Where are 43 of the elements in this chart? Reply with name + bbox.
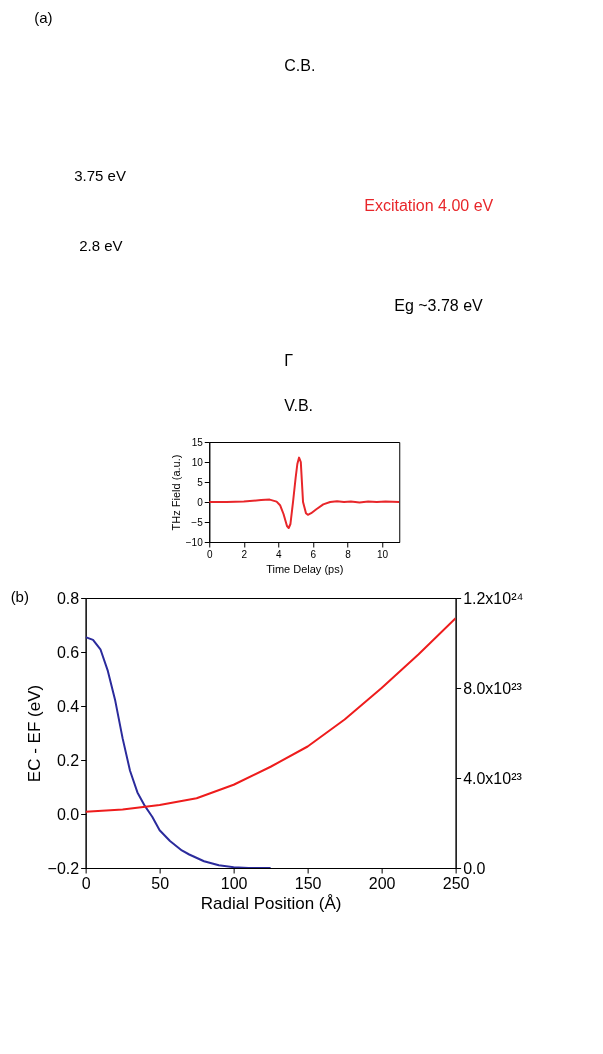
text: Excitation 4.00 eV <box>364 197 494 214</box>
x-tick-label: 250 <box>442 874 470 892</box>
y-tick-label: 0.2 <box>56 751 80 769</box>
y2-tick-label: 4.0x10²³ <box>463 769 523 787</box>
y-tick-label: −5 <box>191 516 204 528</box>
text: Γ <box>284 352 294 369</box>
text: V.B. <box>284 397 314 414</box>
x-tick-label: 150 <box>294 874 322 892</box>
x-tick-label: 8 <box>345 548 352 560</box>
y-tick-label: 0.4 <box>56 697 80 715</box>
x-axis-title: Radial Position (Å) <box>200 893 342 913</box>
x-tick-label: 6 <box>310 548 317 560</box>
y2-tick-label: 1.2x10²⁴ <box>463 589 524 607</box>
y-axis-title: THz Field (a.u.) <box>169 454 182 531</box>
x-tick-label: 200 <box>368 874 396 892</box>
x-tick-label: 4 <box>276 548 283 560</box>
x-tick-label: 10 <box>376 548 389 560</box>
line-series <box>209 456 400 529</box>
x-tick-label: 0 <box>206 548 213 560</box>
text: 2.8 eV <box>79 237 123 254</box>
x-axis-title: Time Delay (ps) <box>266 562 344 575</box>
x-tick-label: 100 <box>220 874 248 892</box>
y-tick-label: 0.0 <box>56 805 80 823</box>
y-tick-label: −10 <box>185 536 204 548</box>
x-tick-label: 0 <box>81 874 91 892</box>
text: (a) <box>34 9 53 26</box>
x-tick-label: 2 <box>241 548 248 560</box>
text: 3.75 eV <box>74 167 126 184</box>
text: C.B. <box>284 57 316 74</box>
y-tick-label: 10 <box>191 456 204 468</box>
y-tick-label: 0.8 <box>56 589 80 607</box>
y-tick-label: 15 <box>191 436 204 448</box>
y-axis-title: EC - EF (eV) <box>24 684 44 783</box>
y-tick-label: −0.2 <box>47 859 80 877</box>
y-tick-label: 0.6 <box>56 643 80 661</box>
y2-tick-label: 8.0x10²³ <box>463 679 523 697</box>
y-tick-label: 0 <box>197 496 204 508</box>
x-tick-label: 50 <box>151 874 170 892</box>
text: (b) <box>10 588 29 605</box>
text: Eg ~3.78 eV <box>394 297 484 314</box>
y-tick-label: 5 <box>197 476 204 488</box>
y2-tick-label: 0.0 <box>463 859 486 877</box>
line-series <box>85 636 272 868</box>
